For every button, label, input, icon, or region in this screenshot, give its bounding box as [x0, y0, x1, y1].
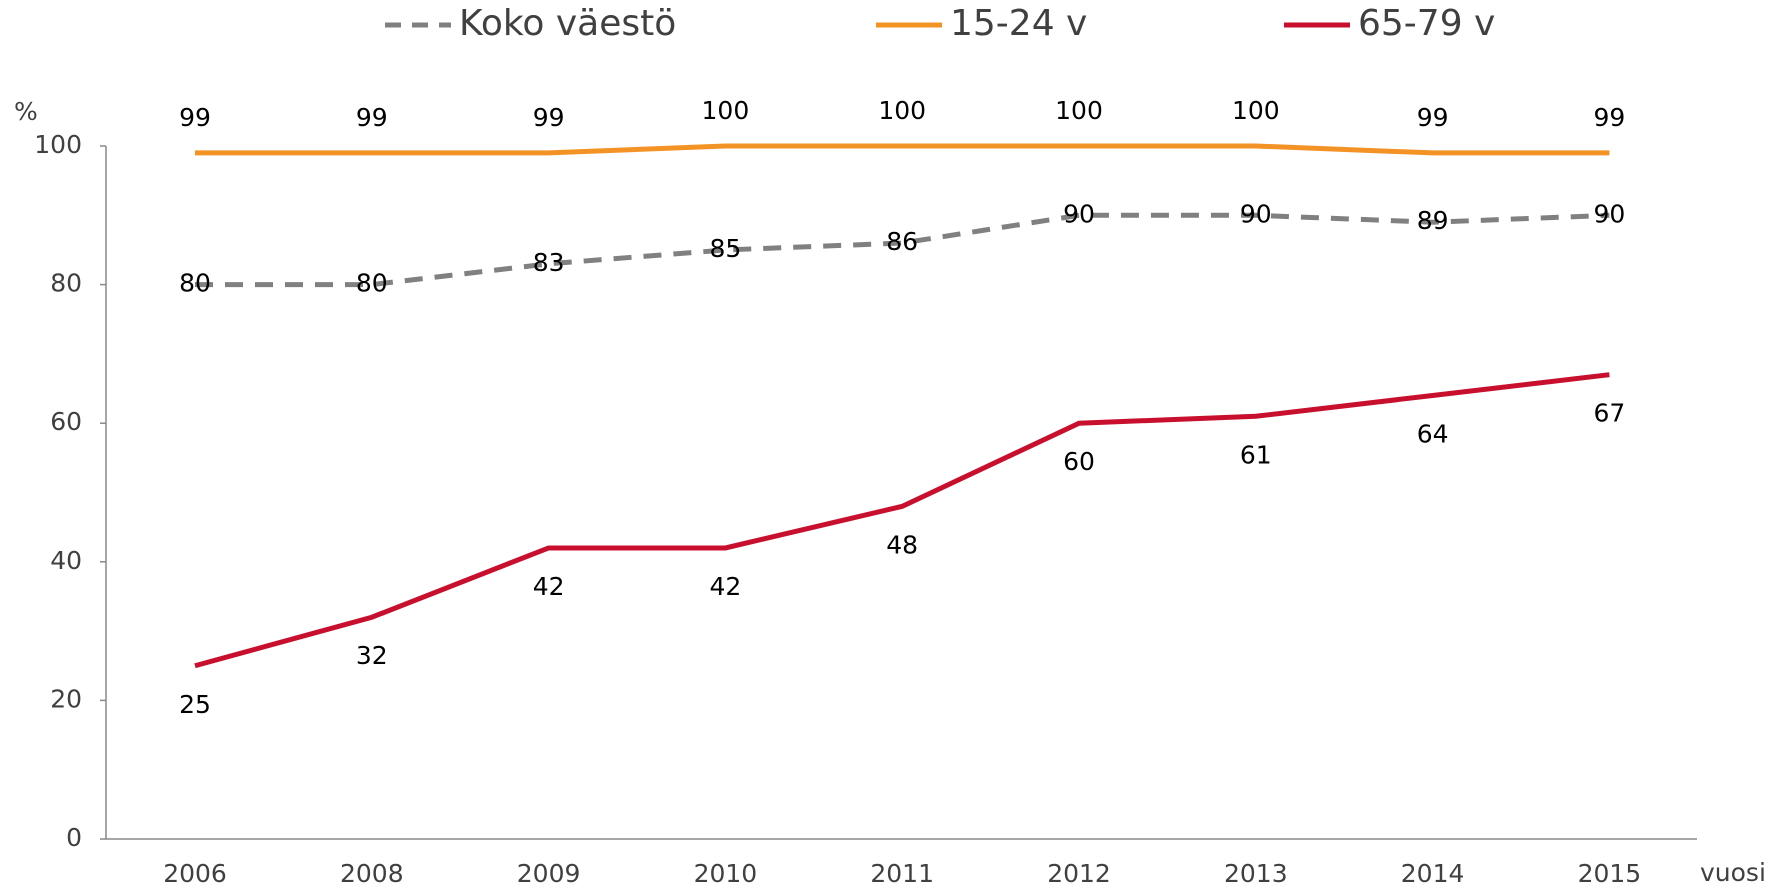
- data-label: 99: [1593, 103, 1625, 132]
- data-label: 67: [1593, 399, 1625, 428]
- data-label: 100: [1232, 96, 1280, 125]
- data-label: 80: [356, 269, 388, 298]
- data-label: 90: [1063, 199, 1095, 228]
- data-label: 99: [533, 103, 565, 132]
- y-tick-label: 60: [50, 407, 82, 436]
- x-tick-label: 2010: [694, 859, 758, 888]
- data-label: 89: [1417, 206, 1449, 235]
- data-label: 100: [702, 96, 750, 125]
- series-line: [195, 143, 1610, 156]
- legend-label: 15-24 v: [950, 3, 1087, 44]
- x-tick-label: 2006: [163, 859, 227, 888]
- x-axis-label: vuosi: [1700, 858, 1766, 887]
- data-label: 32: [356, 641, 388, 670]
- legend-label: Koko väestö: [459, 3, 676, 44]
- data-label: 48: [886, 530, 918, 559]
- data-label: 100: [1055, 96, 1103, 125]
- x-tick-label: 2014: [1401, 859, 1465, 888]
- series-line: [194, 372, 1610, 669]
- data-label: 42: [709, 572, 741, 601]
- data-label: 83: [533, 248, 565, 277]
- y-axis-label: %: [14, 97, 38, 126]
- y-tick-label: 0: [66, 823, 82, 852]
- data-label: 42: [533, 572, 565, 601]
- y-tick-label: 100: [34, 130, 82, 159]
- data-label: 25: [179, 690, 211, 719]
- x-tick-label: 2011: [870, 859, 934, 888]
- y-tick-label: 40: [50, 546, 82, 575]
- data-label: 61: [1240, 440, 1272, 469]
- x-tick-label: 2013: [1224, 859, 1288, 888]
- data-label: 80: [179, 269, 211, 298]
- x-tick-label: 2015: [1578, 859, 1642, 888]
- legend-label: 65-79 v: [1358, 3, 1495, 44]
- data-label: 60: [1063, 447, 1095, 476]
- x-tick-label: 2008: [340, 859, 404, 888]
- x-tick-label: 2009: [517, 859, 581, 888]
- data-label: 90: [1593, 199, 1625, 228]
- data-label: 86: [886, 227, 918, 256]
- data-label: 99: [1417, 103, 1449, 132]
- data-label: 99: [179, 103, 211, 132]
- y-tick-label: 20: [50, 684, 82, 713]
- data-label: 64: [1417, 419, 1449, 448]
- x-tick-label: 2012: [1047, 859, 1111, 888]
- y-tick-label: 80: [50, 269, 82, 298]
- series-line: [195, 212, 1610, 288]
- data-label: 100: [878, 96, 926, 125]
- data-label: 85: [709, 234, 741, 263]
- data-label: 99: [356, 103, 388, 132]
- data-label: 90: [1240, 199, 1272, 228]
